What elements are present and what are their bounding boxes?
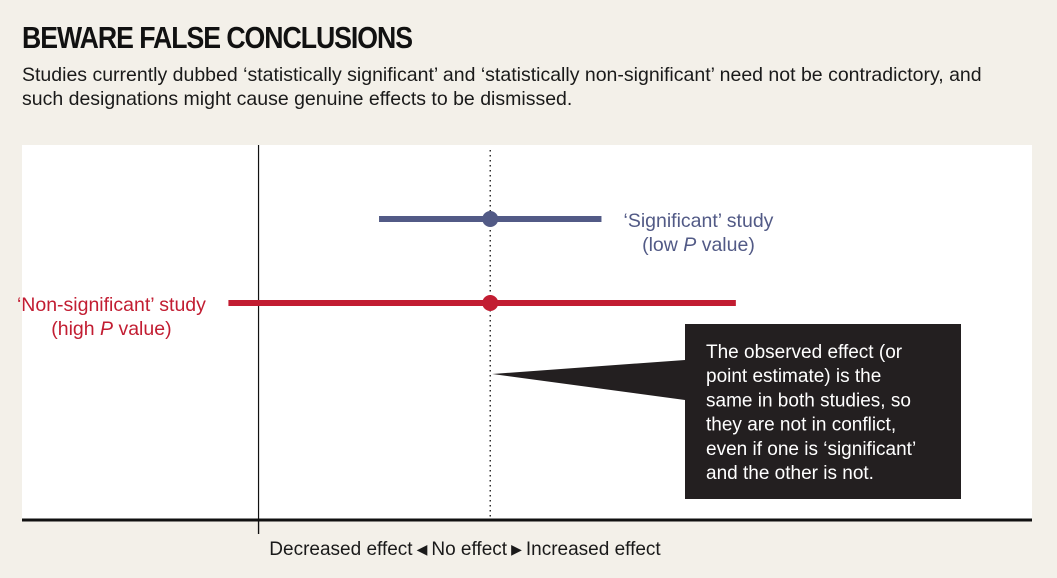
increased-effect-label: Increased effect (525, 539, 661, 560)
callout-pointer (492, 360, 685, 400)
decreased-effect-label: Decreased effect (269, 539, 413, 560)
chart-subtitle: Studies currently dubbed ‘statistically … (22, 64, 982, 110)
callout-box (685, 324, 961, 499)
significant-label: ‘Significant’ study (low P value) (623, 210, 773, 256)
no-effect-label: No effect (431, 539, 508, 560)
chart-title: BEWARE FALSE CONCLUSIONS (22, 20, 413, 55)
callout-text: The observed effect (or point estimate) i… (706, 342, 916, 484)
series-group: ‘Significant’ study (low P value) ‘Non-sig… (17, 210, 774, 340)
left-triangle-icon: ◀ (416, 541, 428, 557)
axis-caption: Decreased effect ◀ No effect ▶ Increased eff… (0, 539, 930, 561)
significant-point-estimate (482, 211, 499, 227)
callout: The observed effect (or point estimate) i… (492, 324, 961, 499)
right-triangle-icon: ▶ (511, 541, 522, 557)
non-significant-label: ‘Non-significant’ study (high P value) (17, 294, 206, 340)
non-significant-point-estimate (482, 295, 499, 311)
